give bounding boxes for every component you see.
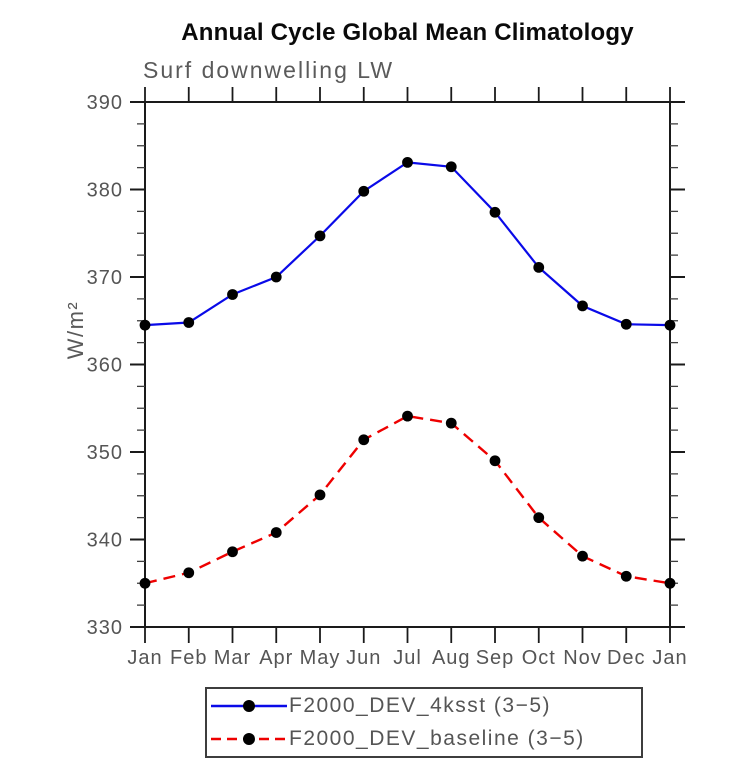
svg-text:390: 390 (87, 92, 123, 114)
svg-text:Jul: Jul (393, 647, 422, 669)
plot-box (144, 101, 671, 628)
x-ticks (144, 87, 671, 643)
series-markers-F2000_DEV_baseline (139, 410, 676, 589)
svg-text:330: 330 (87, 617, 123, 639)
svg-text:370: 370 (87, 267, 123, 289)
svg-text:Sep: Sep (476, 647, 515, 669)
svg-text:Oct: Oct (522, 647, 556, 669)
legend-item-baseline: F2000_DEV_baseline (3−5) (207, 724, 641, 754)
svg-text:350: 350 (87, 442, 123, 464)
legend-line-solid-blue-icon (211, 700, 287, 713)
svg-text:Feb: Feb (170, 647, 207, 669)
svg-text:380: 380 (87, 180, 123, 202)
svg-text:Apr: Apr (259, 647, 293, 669)
svg-text:Nov: Nov (563, 647, 602, 669)
series-line-F2000_DEV_baseline (144, 414, 671, 585)
x-tick-labels: Jan Feb Mar Apr May Jun Jul Aug Sep Oct Nov Dec Jan (127, 647, 687, 669)
legend-label-baseline: F2000_DEV_baseline (3−5) (289, 726, 585, 750)
chart-title: Annual Cycle Global Mean Climatology (181, 19, 634, 46)
svg-text:Jan: Jan (652, 647, 687, 669)
svg-text:340: 340 (87, 530, 123, 552)
y-major-ticks (130, 101, 685, 628)
legend: F2000_DEV_4ksst (3−5) F2000_DEV_baseline… (205, 687, 643, 758)
legend-item-4ksst: F2000_DEV_4ksst (3−5) (207, 691, 641, 721)
svg-text:Dec: Dec (607, 647, 646, 669)
legend-label-4ksst: F2000_DEV_4ksst (3−5) (289, 694, 552, 718)
chart-subtitle: Surf downwelling LW (143, 57, 395, 83)
legend-line-dashed-red-icon (211, 732, 287, 745)
y-tick-labels: 330 340 350 360 370 380 390 (87, 92, 123, 639)
svg-text:Mar: Mar (214, 647, 251, 669)
svg-text:Jan: Jan (127, 647, 162, 669)
svg-text:Jun: Jun (346, 647, 381, 669)
series-line-F2000_DEV_4ksst (144, 161, 671, 327)
y-minor-ticks (137, 123, 678, 606)
svg-text:Aug: Aug (432, 647, 471, 669)
svg-text:360: 360 (87, 355, 123, 377)
svg-text:May: May (300, 647, 341, 669)
series-markers-F2000_DEV_4ksst (139, 156, 676, 331)
